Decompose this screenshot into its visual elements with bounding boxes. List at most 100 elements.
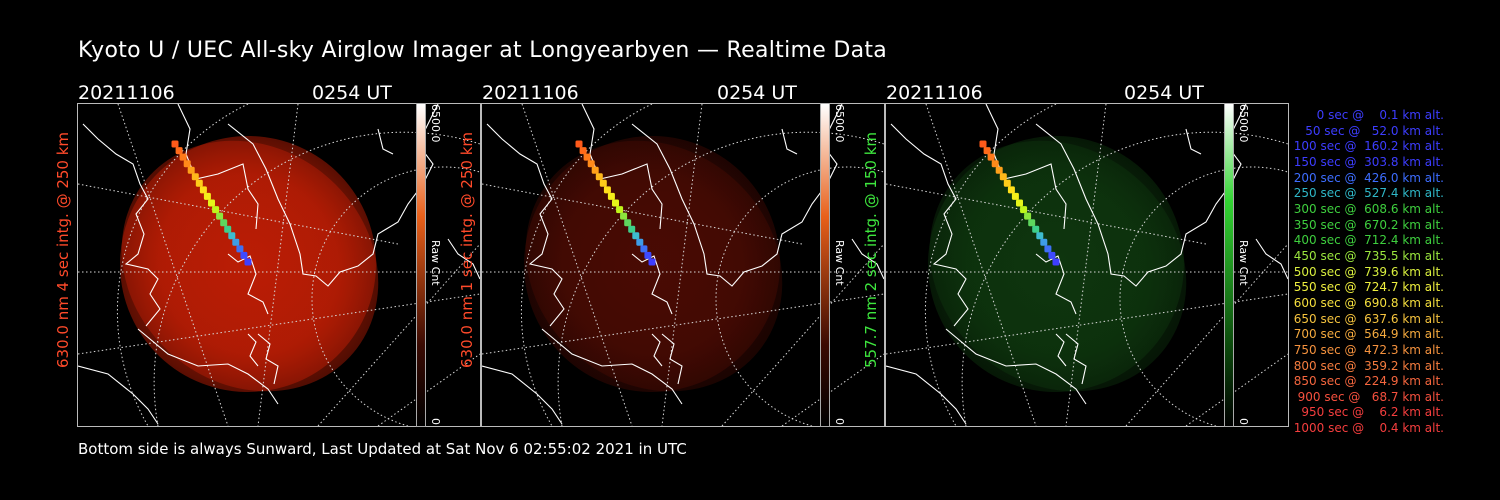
trajectory-marker bbox=[607, 192, 615, 200]
panel-1-side-label: 630.0 nm 4 sec intg. @ 250 km bbox=[54, 131, 72, 368]
trajectory-time-legend: 0 sec @ 0.1 km alt. 50 sec @ 52.0 km alt… bbox=[1262, 108, 1444, 437]
legend-row: 100 sec @ 160.2 km alt. bbox=[1289, 139, 1444, 154]
legend-row: 450 sec @ 735.5 km alt. bbox=[1289, 248, 1444, 263]
legend-row: 900 sec @ 68.7 km alt. bbox=[1293, 389, 1444, 404]
panel-2-colorbar-max: 6500.0 bbox=[833, 104, 846, 143]
trajectory-marker bbox=[1032, 225, 1040, 233]
trajectory-marker bbox=[240, 251, 248, 259]
trajectory-marker bbox=[616, 206, 624, 214]
trajectory-marker bbox=[587, 160, 595, 168]
trajectory-marker bbox=[191, 173, 199, 181]
trajectory-marker bbox=[983, 147, 991, 155]
trajectory-marker bbox=[1003, 179, 1011, 187]
panel-2-date: 20211106 bbox=[482, 82, 579, 104]
trajectory-marker bbox=[171, 140, 179, 148]
legend-row: 1000 sec @ 0.4 km alt. bbox=[1293, 421, 1444, 436]
trajectory-marker bbox=[648, 258, 656, 266]
trajectory-marker bbox=[612, 199, 619, 207]
trajectory-marker bbox=[1016, 199, 1023, 207]
panel-1-colorbar bbox=[416, 103, 426, 427]
trajectory-marker bbox=[603, 186, 611, 194]
airglow-field-of-view bbox=[525, 140, 783, 392]
trajectory-marker bbox=[579, 147, 587, 155]
trajectory-marker bbox=[203, 192, 211, 200]
trajectory-markers bbox=[575, 140, 656, 266]
airglow-field-of-view bbox=[929, 140, 1187, 392]
trajectory-marker bbox=[628, 225, 636, 233]
trajectory-marker bbox=[212, 206, 220, 214]
trajectory-marker bbox=[1020, 206, 1028, 214]
trajectory-markers bbox=[979, 140, 1060, 266]
panel-1-colorbar-min: 0 bbox=[429, 418, 442, 425]
trajectory-marker bbox=[583, 153, 591, 161]
panel-3-colorbar-min: 0 bbox=[1237, 418, 1250, 425]
legend-row: 0 sec @ 0.1 km alt. bbox=[1305, 108, 1444, 122]
panel-2-colorbar-label: Raw Cnt bbox=[833, 240, 846, 286]
trajectory-marker bbox=[1040, 238, 1048, 246]
coastline bbox=[886, 104, 1288, 425]
panel-1-colorbar-label: Raw Cnt bbox=[429, 240, 442, 286]
page-title: Kyoto U / UEC All-sky Airglow Imager at … bbox=[78, 38, 888, 63]
trajectory-marker bbox=[216, 212, 224, 220]
legend-row: 500 sec @ 739.6 km alt. bbox=[1289, 264, 1444, 279]
trajectory-marker bbox=[1007, 186, 1015, 194]
legend-row: 600 sec @ 690.8 km alt. bbox=[1289, 295, 1444, 310]
panel-3-time: 0254 UT bbox=[1124, 82, 1204, 104]
trajectory-marker bbox=[632, 232, 640, 240]
coastline bbox=[78, 104, 480, 425]
trajectory-marker bbox=[1011, 192, 1019, 200]
trajectory-marker bbox=[228, 232, 236, 240]
trajectory-marker bbox=[1036, 232, 1044, 240]
trajectory-marker bbox=[199, 186, 207, 194]
coastline bbox=[482, 104, 884, 425]
legend-row: 800 sec @ 359.2 km alt. bbox=[1289, 358, 1444, 373]
trajectory-marker bbox=[1024, 212, 1032, 220]
trajectory-marker bbox=[208, 199, 215, 207]
panel-3-colorbar-max: 6500.0 bbox=[1237, 104, 1250, 143]
legend-row: 400 sec @ 712.4 km alt. bbox=[1289, 233, 1444, 248]
panel-1-colorbar-max: 6500.0 bbox=[429, 104, 442, 143]
trajectory-marker bbox=[624, 219, 632, 227]
panel-3-colorbar bbox=[1224, 103, 1234, 427]
panel-2-allsky-map bbox=[481, 103, 885, 427]
panel-1-allsky-map bbox=[77, 103, 481, 427]
trajectory-marker bbox=[640, 245, 648, 253]
trajectory-marker bbox=[987, 153, 995, 161]
trajectory-marker bbox=[236, 245, 244, 253]
trajectory-marker bbox=[595, 173, 603, 181]
legend-row: 750 sec @ 472.3 km alt. bbox=[1289, 342, 1444, 357]
trajectory-marker bbox=[995, 166, 1003, 174]
airglow-field-of-view bbox=[121, 140, 379, 392]
trajectory-marker bbox=[179, 153, 187, 161]
trajectory-marker bbox=[575, 140, 583, 148]
map-graticule bbox=[482, 104, 884, 426]
panel-2-colorbar bbox=[820, 103, 830, 427]
legend-row: 650 sec @ 637.6 km alt. bbox=[1289, 311, 1444, 326]
trajectory-marker bbox=[232, 238, 240, 246]
trajectory-marker bbox=[1044, 245, 1052, 253]
legend-row: 150 sec @ 303.8 km alt. bbox=[1289, 154, 1444, 169]
trajectory-marker bbox=[979, 140, 987, 148]
trajectory-marker bbox=[1048, 251, 1056, 259]
trajectory-marker bbox=[175, 147, 183, 155]
trajectory-marker bbox=[1028, 219, 1036, 227]
panel-3-side-label: 557.7 nm 2 sec intg. @ 150 km bbox=[862, 131, 880, 368]
panel-1-date: 20211106 bbox=[78, 82, 175, 104]
trajectory-marker bbox=[244, 258, 252, 266]
panel-3-allsky-map bbox=[885, 103, 1289, 427]
trajectory-marker bbox=[644, 251, 652, 259]
panel-1-time: 0254 UT bbox=[312, 82, 392, 104]
legend-row: 350 sec @ 670.2 km alt. bbox=[1289, 217, 1444, 232]
trajectory-marker bbox=[220, 219, 228, 227]
legend-row: 300 sec @ 608.6 km alt. bbox=[1289, 201, 1444, 216]
trajectory-marker bbox=[636, 238, 644, 246]
panel-3-colorbar-label: Raw Cnt bbox=[1237, 240, 1250, 286]
trajectory-markers bbox=[171, 140, 252, 266]
trajectory-marker bbox=[591, 166, 599, 174]
trajectory-marker bbox=[999, 173, 1007, 181]
trajectory-marker bbox=[195, 179, 203, 187]
legend-row: 50 sec @ 52.0 km alt. bbox=[1297, 123, 1444, 138]
trajectory-marker bbox=[183, 160, 191, 168]
legend-row: 550 sec @ 724.7 km alt. bbox=[1289, 280, 1444, 295]
panel-2-colorbar-min: 0 bbox=[833, 418, 846, 425]
